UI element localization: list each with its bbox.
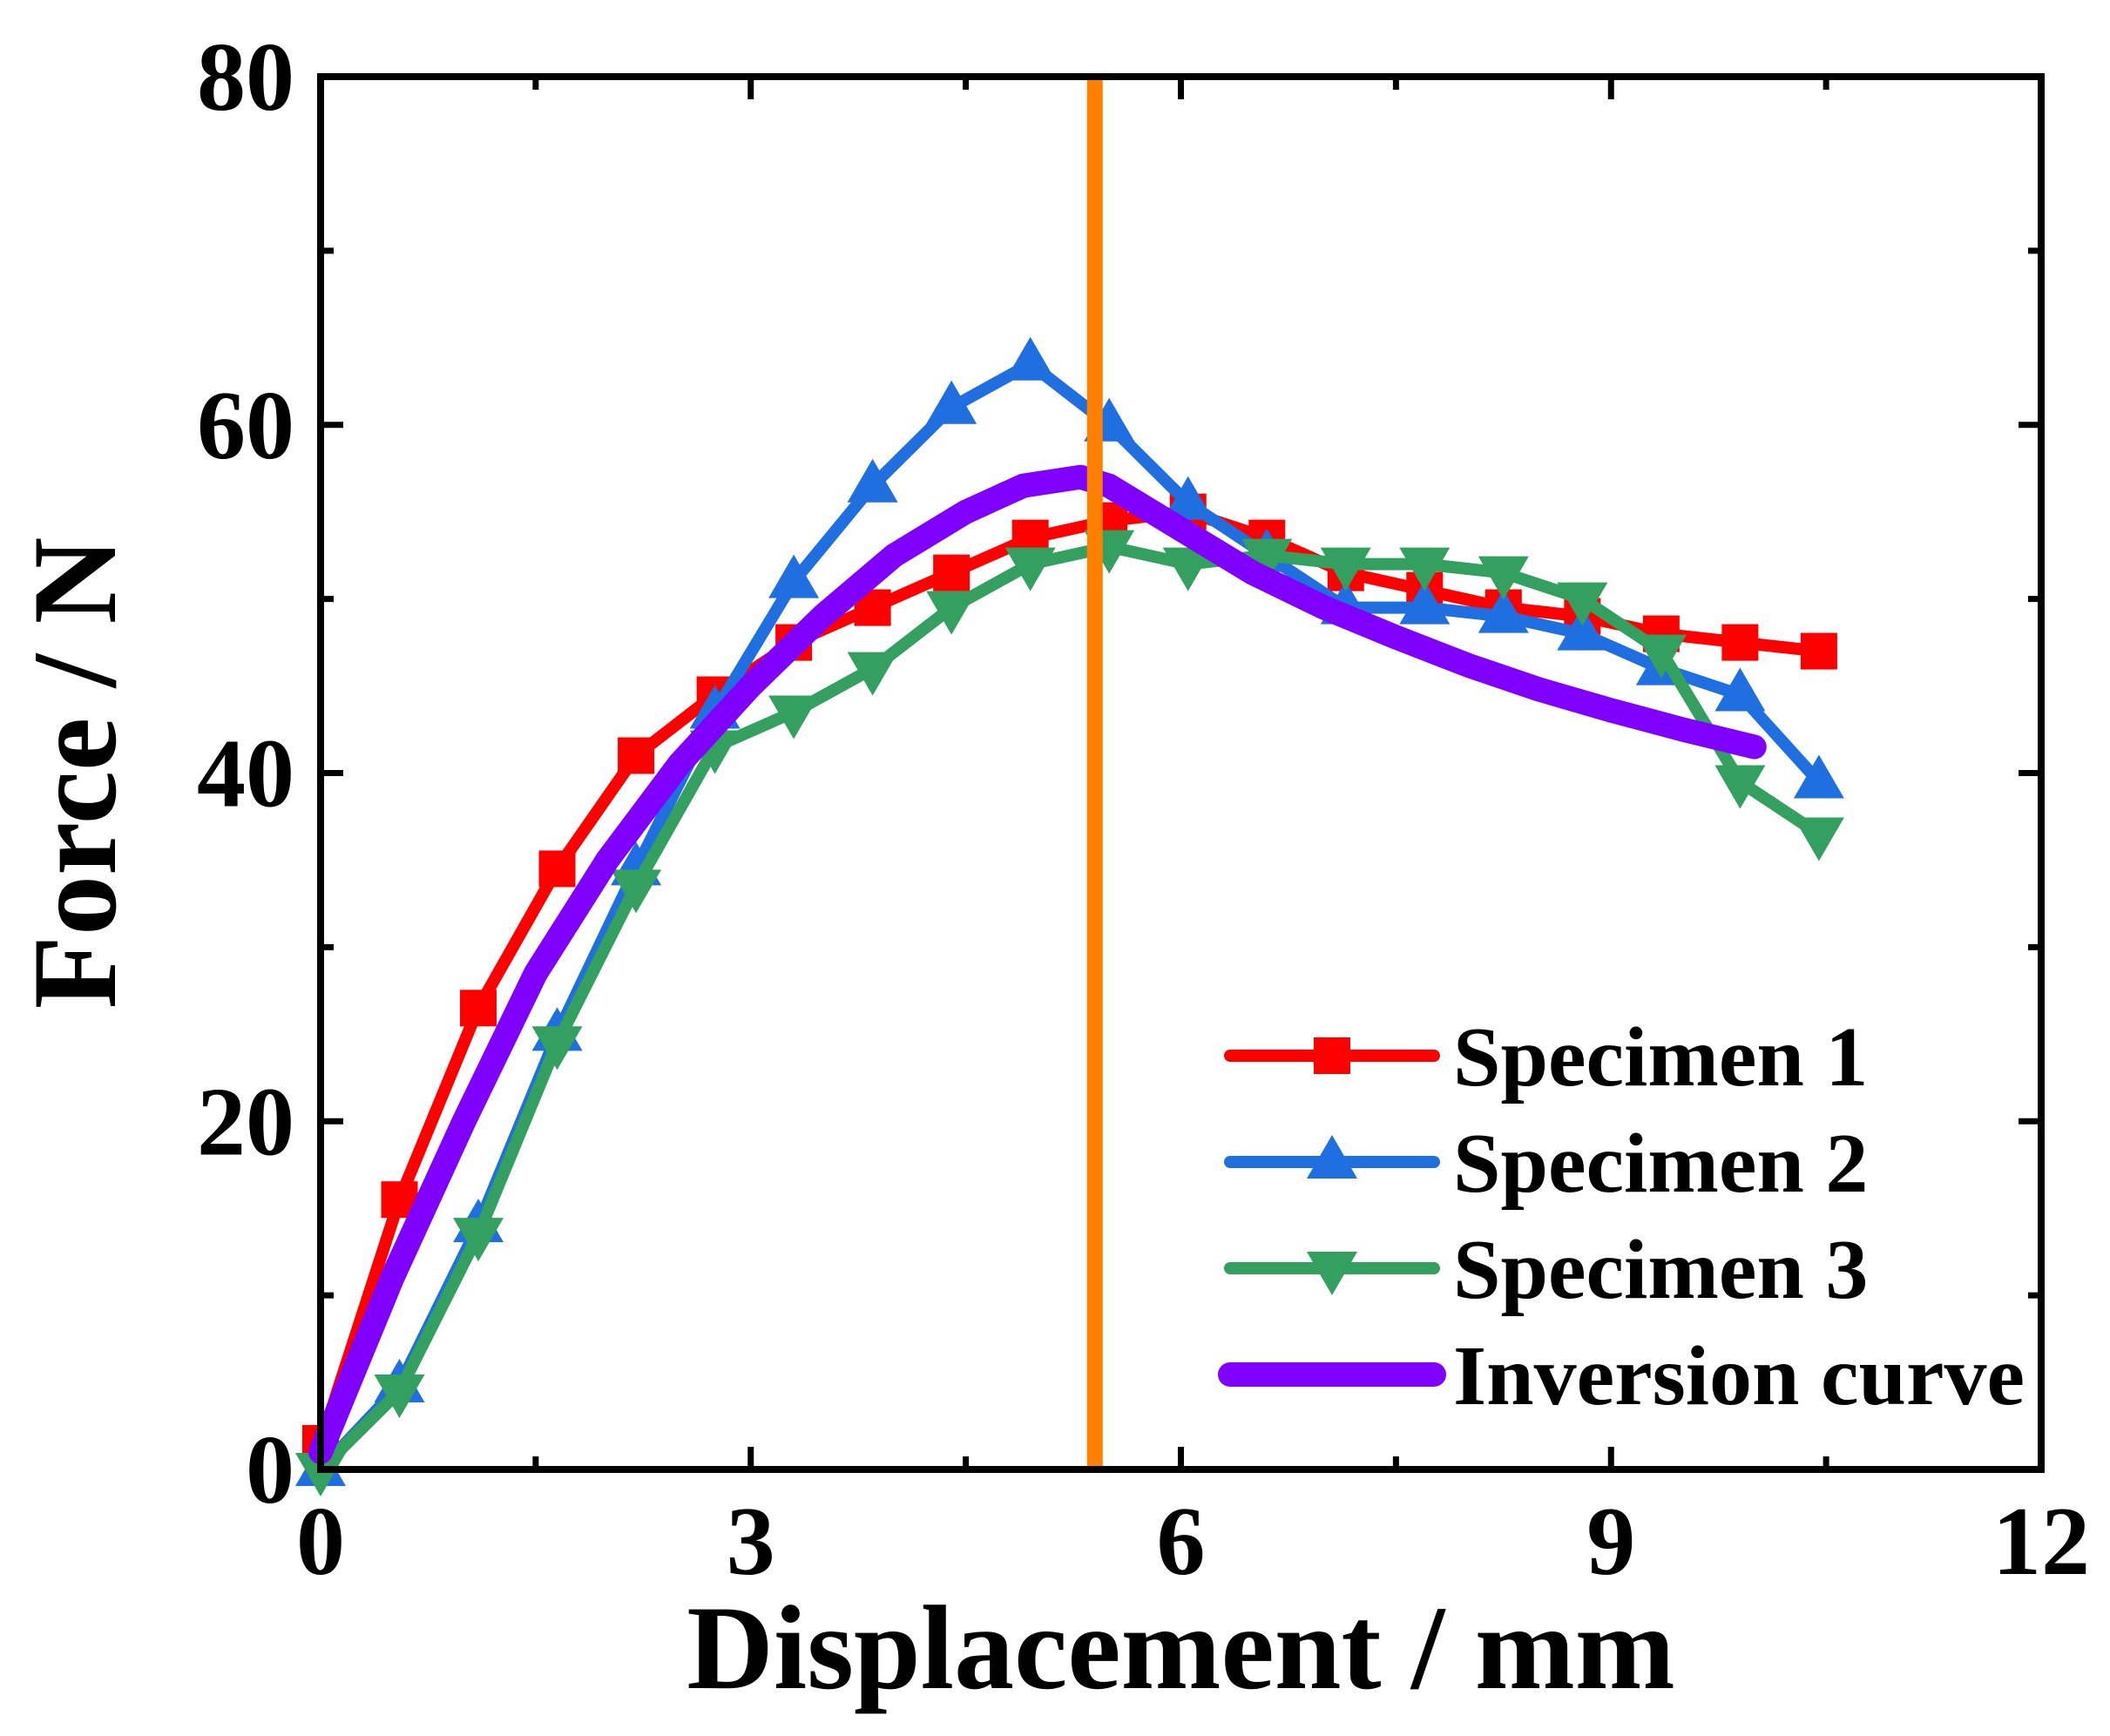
data-point-s3-20 xyxy=(1793,817,1844,861)
x-tick-label: 12 xyxy=(1992,1488,2090,1596)
legend-marker-1 xyxy=(1314,1037,1350,1074)
data-point-s2-8 xyxy=(847,458,898,503)
legend-marker-3 xyxy=(1307,1252,1357,1295)
x-axis-label: Displacement / mm xyxy=(686,1581,1674,1714)
data-point-s3-19 xyxy=(1714,765,1766,809)
data-point-s1-3 xyxy=(460,990,497,1027)
ticks-group: 0 3 6 9 12 0 20 40 60 80 xyxy=(197,24,2090,1596)
y-tick-label: 0 xyxy=(246,1416,294,1524)
data-point-s2-7 xyxy=(768,554,820,598)
data-point-s2-15 xyxy=(1399,580,1451,625)
data-point-s3-15 xyxy=(1399,547,1451,591)
data-point-s3-14 xyxy=(1320,547,1371,591)
data-point-s1-20 xyxy=(1800,632,1837,670)
data-point-s3-8 xyxy=(847,652,898,696)
x-tick-label: 0 xyxy=(296,1488,345,1596)
y-tick-label: 60 xyxy=(197,372,294,480)
legend: Specimen 1 Specimen 2 Specimen 3 Inversion … xyxy=(1218,1010,2025,1423)
legend-label-1: Specimen 1 xyxy=(1453,1010,1868,1104)
data-point-s3-10 xyxy=(1004,547,1056,591)
data-point-s3-9 xyxy=(926,591,977,635)
data-point-s2-17 xyxy=(1557,606,1608,651)
x-tick-label: 9 xyxy=(1586,1488,1635,1596)
data-point-s2-10 xyxy=(1004,336,1056,381)
data-point-s3-13 xyxy=(1241,538,1293,583)
data-point-s3-18 xyxy=(1635,634,1687,679)
data-point-s1-5 xyxy=(618,737,655,774)
data-point-s1-4 xyxy=(538,850,576,888)
series-3 xyxy=(295,530,1844,1496)
data-point-s3-1 xyxy=(295,1453,346,1496)
data-point-s2-12 xyxy=(1162,476,1214,520)
data-point-s2-9 xyxy=(926,380,977,424)
data-point-s3-5 xyxy=(611,869,662,914)
data-point-s3-7 xyxy=(768,695,820,740)
series-group xyxy=(295,336,1844,1496)
y-tick-label: 20 xyxy=(197,1068,294,1176)
legend-label-2: Specimen 2 xyxy=(1453,1117,1868,1211)
data-point-s3-16 xyxy=(1478,556,1529,600)
data-point-s2-19 xyxy=(1714,667,1766,712)
x-tick-label: 6 xyxy=(1157,1488,1206,1596)
data-point-s3-4 xyxy=(531,1026,583,1071)
data-point-s3-17 xyxy=(1557,582,1608,626)
data-point-s1-19 xyxy=(1721,624,1759,661)
axis-labels-group: Displacement / mm Force / N xyxy=(8,537,1675,1714)
y-axis-label: Force / N xyxy=(8,537,141,1010)
x-tick-label: 3 xyxy=(727,1488,775,1596)
data-point-s2-16 xyxy=(1478,589,1529,633)
legend-label-3: Specimen 3 xyxy=(1453,1223,1868,1317)
legend-label-4: Inversion curve xyxy=(1453,1329,2025,1423)
series-line-4 xyxy=(308,464,1767,1464)
legend-marker-2 xyxy=(1307,1135,1357,1179)
y-tick-label: 40 xyxy=(197,720,294,828)
data-point-s2-20 xyxy=(1793,754,1844,799)
data-point-s3-3 xyxy=(453,1218,504,1262)
y-tick-label: 80 xyxy=(197,24,294,132)
series-4 xyxy=(308,464,1767,1464)
data-point-s3-12 xyxy=(1162,547,1214,591)
data-point-s1-9 xyxy=(933,554,970,591)
data-point-s3-2 xyxy=(374,1375,425,1419)
